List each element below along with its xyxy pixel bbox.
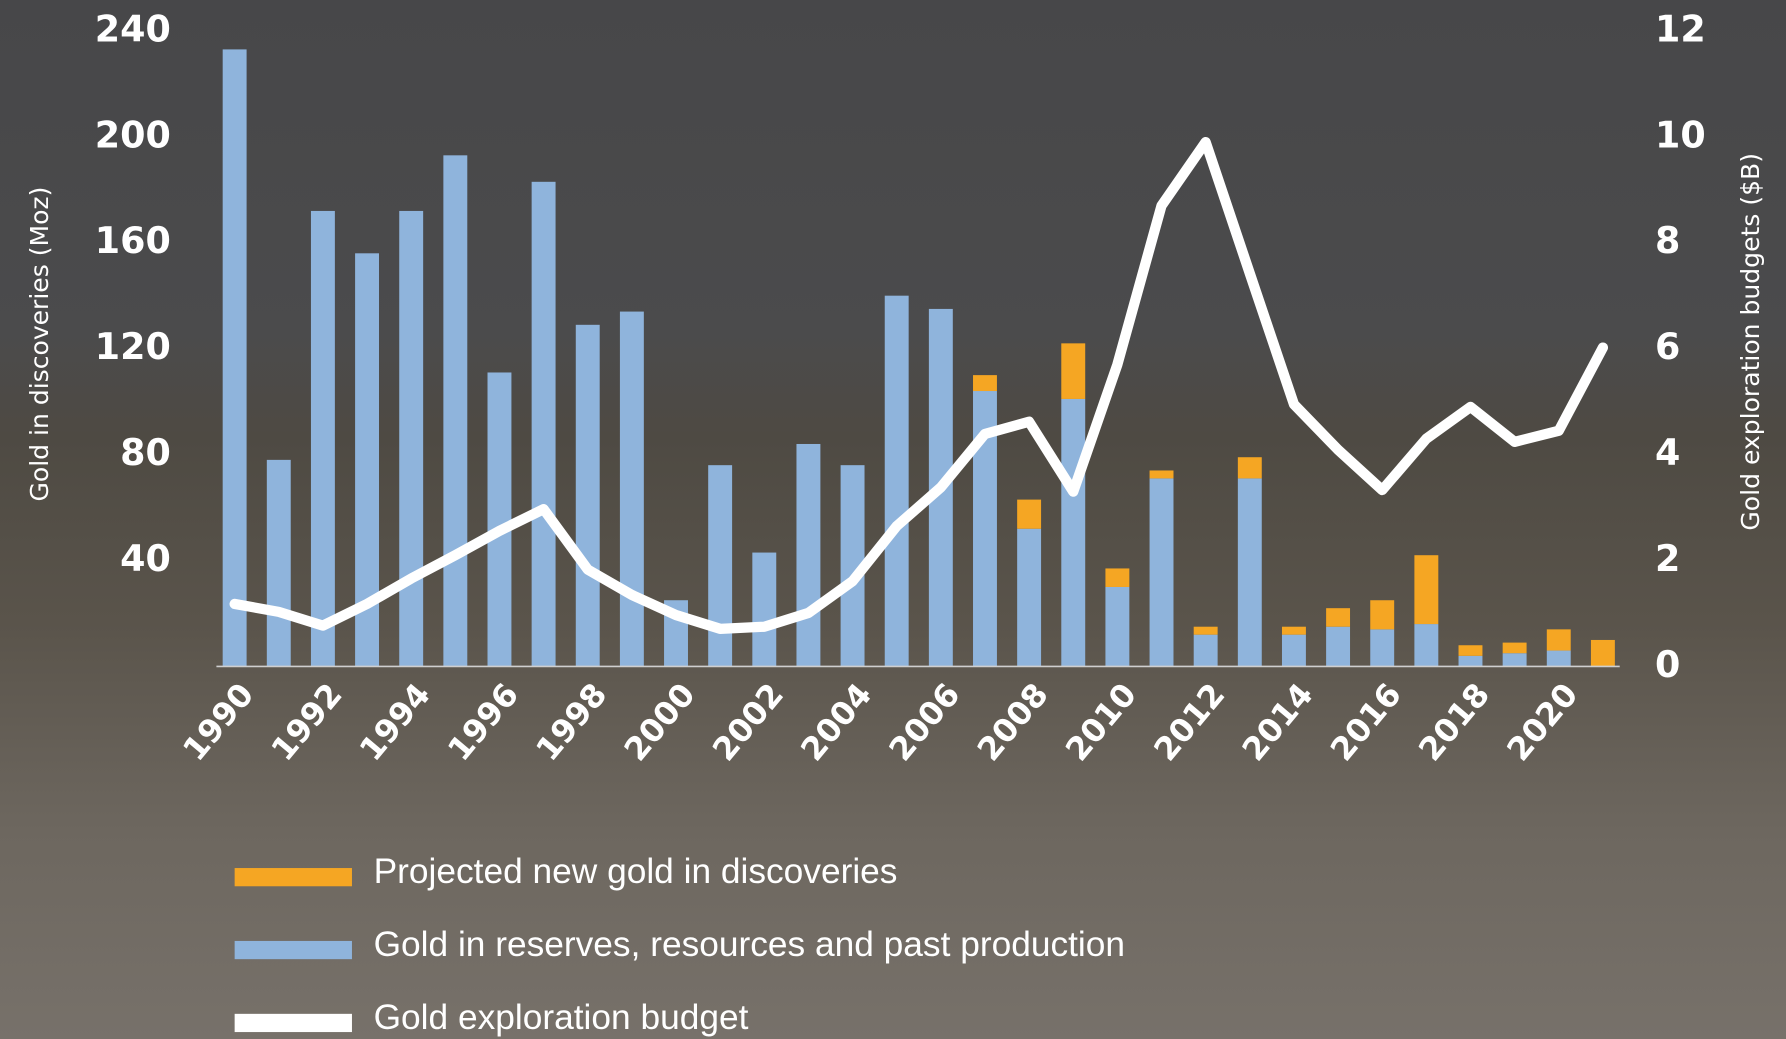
bar-segment — [1414, 624, 1439, 667]
bar-segment — [884, 295, 909, 667]
bar-segment — [973, 391, 997, 667]
bar-segment — [1370, 600, 1395, 630]
y2-tick-label: 6 — [1655, 325, 1680, 368]
y-tick-label: 80 — [120, 431, 171, 474]
bar-segment — [796, 443, 821, 667]
bar-segment — [708, 465, 733, 667]
bar-segment — [1237, 478, 1262, 667]
bar-segment — [1414, 555, 1439, 625]
x-tick-label: 2002 — [705, 676, 791, 768]
y2-tick-label: 10 — [1655, 113, 1706, 156]
bar-segment — [1061, 398, 1086, 667]
x-tick-label: 2008 — [970, 676, 1056, 768]
bar-segment — [487, 372, 512, 667]
bar-segment — [1546, 629, 1571, 651]
y-tick-label: 40 — [120, 537, 171, 580]
y2-tick-label: 12 — [1655, 7, 1706, 50]
bar-segment — [973, 375, 997, 392]
bar-segment — [443, 155, 468, 667]
legend-label: Gold in reserves, resources and past pro… — [374, 925, 1125, 964]
x-tick-label: 2018 — [1411, 676, 1497, 768]
y-tick-label: 120 — [95, 325, 171, 368]
legend-swatch — [234, 868, 352, 887]
legend-swatch — [234, 940, 352, 960]
bar-segment — [266, 459, 291, 667]
bar-segment — [1105, 568, 1130, 587]
bar-segment — [1502, 653, 1527, 667]
legend-swatch — [234, 1013, 352, 1033]
bar-segment — [619, 311, 644, 667]
bar-segment — [1193, 626, 1218, 635]
bar-segment — [752, 552, 777, 667]
bar-segment — [1061, 343, 1086, 399]
bar-segment — [1237, 457, 1262, 479]
bar-segment — [399, 210, 424, 667]
x-tick-label: 1996 — [440, 676, 526, 768]
bar-segment — [1149, 470, 1174, 479]
x-tick-label: 2006 — [881, 676, 967, 768]
bar-segment — [1458, 655, 1483, 667]
bar-segment — [531, 181, 556, 667]
budget-line — [229, 136, 1609, 634]
y2-tick-label: 4 — [1655, 431, 1680, 474]
y2-tick-label: 2 — [1655, 537, 1680, 580]
bar-segment — [1458, 645, 1483, 656]
x-tick-label: 1992 — [263, 676, 349, 768]
x-tick-label: 2004 — [793, 676, 879, 768]
bar-segment — [840, 465, 865, 667]
y-tick-label: 240 — [95, 7, 171, 50]
bar-segment — [1281, 634, 1306, 667]
bar-segment — [1149, 478, 1174, 667]
bar-segment — [310, 210, 335, 667]
bar-segment — [1017, 499, 1042, 529]
bar-segment — [355, 253, 380, 667]
bar-segment — [1281, 626, 1306, 635]
x-tick-label: 1998 — [528, 676, 614, 768]
bar-segment — [1326, 608, 1351, 627]
legend-label: Gold exploration budget — [374, 998, 749, 1037]
y-axis-title: Gold in discoveries (Moz) — [25, 187, 54, 502]
legend-label: Projected new gold in discoveries — [374, 852, 898, 891]
bar-segment — [575, 324, 600, 667]
y2-tick-label: 0 — [1655, 643, 1680, 686]
y2-tick-label: 8 — [1655, 219, 1680, 262]
y2-axis-title: Gold exploration budgets ($B) — [1736, 153, 1765, 531]
bar-segment — [1370, 629, 1395, 667]
bar-segment — [1546, 650, 1571, 667]
bar-segment — [1590, 639, 1615, 667]
x-tick-label: 2014 — [1234, 676, 1320, 768]
bar-segment — [1502, 642, 1527, 654]
x-tick-label: 2000 — [617, 676, 703, 768]
bar-segment — [1193, 634, 1218, 667]
x-tick-label: 2012 — [1146, 676, 1232, 768]
x-tick-label: 1990 — [175, 676, 261, 768]
x-tick-label: 2020 — [1499, 676, 1585, 768]
x-tick-label: 1994 — [352, 676, 438, 768]
bar-segment — [1326, 626, 1351, 667]
x-tick-label: 2016 — [1323, 676, 1409, 768]
y-tick-label: 200 — [95, 113, 171, 156]
y-tick-label: 160 — [95, 219, 171, 262]
x-tick-label: 2010 — [1058, 676, 1144, 768]
bar-segment — [1017, 528, 1042, 667]
bar-segment — [1105, 586, 1130, 667]
bar-segment — [222, 49, 247, 667]
